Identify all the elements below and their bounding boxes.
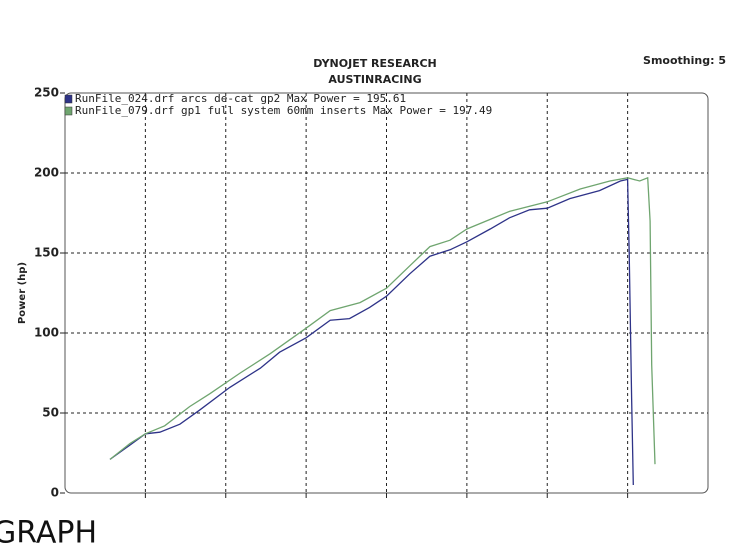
y-tick-label: 100 [34,326,59,340]
y-tick-label: 150 [34,246,59,260]
legend-swatch [64,94,73,104]
legend-swatch [64,106,73,116]
y-tick-label: 50 [42,406,59,420]
power-line [109,176,656,465]
y-axis-label: Power (hp) [17,262,28,324]
chart-title: DYNOJET RESEARCH [313,57,436,70]
caption: GRAPH [0,516,97,551]
power-line [109,178,634,486]
y-tick-label: 250 [34,86,59,100]
chart-subtitle: AUSTINRACING [328,73,421,86]
y-tick-label: 0 [51,486,59,500]
y-tick-label: 200 [34,166,59,180]
legend-label: RunFile_079.drf gp1 full system 60mm ins… [75,104,492,117]
legend-label: RunFile_024.drf arcs de-cat gp2 Max Powe… [75,92,406,105]
smoothing-note: Smoothing: 5 [643,54,726,67]
